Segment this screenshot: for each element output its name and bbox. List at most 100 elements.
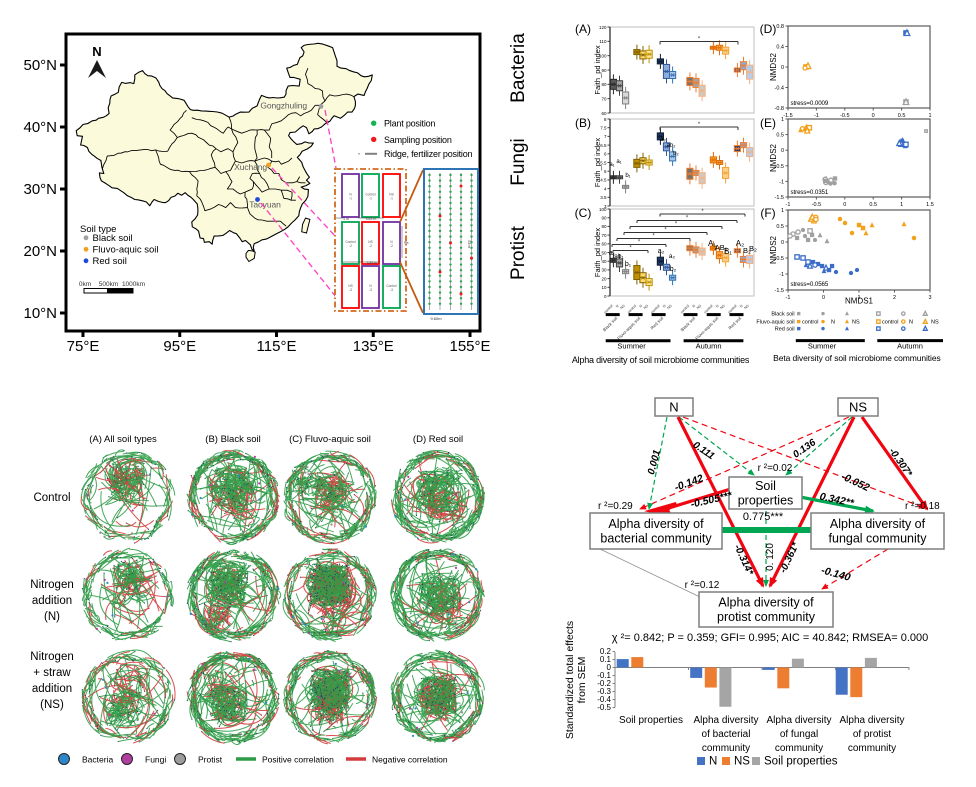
svg-text:*: * [652,234,655,240]
svg-text:(F): (F) [760,206,775,220]
svg-text:0: 0 [843,202,846,208]
svg-text:Control: Control [33,492,70,504]
svg-text:A₂: A₂ [736,239,744,248]
svg-text:0: 0 [781,65,784,71]
svg-text:control: control [650,304,661,315]
svg-text:0.1: 0.1 [600,655,612,664]
svg-text:-2: -2 [390,244,393,248]
svg-text:Standardized total effects: Standardized total effects [564,621,576,739]
svg-text:(B) Black soil: (B) Black soil [205,434,260,445]
svg-text:-0.052: -0.052 [839,471,871,495]
svg-text:A₁: A₁ [708,239,716,248]
svg-text:0: 0 [781,148,784,154]
svg-text:1: 1 [928,113,931,119]
svg-text:(A): (A) [575,22,591,36]
svg-text:NMDS2: NMDS2 [769,52,778,81]
svg-text:1: 1 [781,117,784,123]
svg-text:NS: NS [719,303,726,310]
svg-text:*: * [629,246,632,252]
svg-text:properties: properties [738,494,794,508]
svg-text:community: community [775,743,823,754]
svg-text:Red soil: Red soil [775,327,795,333]
svg-text:135°E: 135°E [353,338,394,355]
svg-text:0.342**: 0.342** [819,491,856,510]
svg-text:-1: -1 [369,197,372,201]
svg-text:control: control [802,320,819,326]
svg-text:NS: NS [852,320,860,326]
svg-text:3.85 m: 3.85 m [367,261,378,265]
svg-text:Black soil: Black soil [93,233,133,244]
svg-text:N: N [662,304,667,309]
svg-text:ab₂: ab₂ [666,143,676,149]
svg-text:1000km: 1000km [122,281,145,288]
svg-text:Nitrogen: Nitrogen [30,579,73,591]
svg-text:control: control [627,304,638,315]
svg-text:0.5: 0.5 [869,202,877,208]
svg-text:-2: -2 [369,244,372,248]
svg-text:Faith_pd index: Faith_pd index [593,138,602,187]
svg-text:control: control [680,304,691,315]
svg-text:3: 3 [928,295,931,301]
svg-text:Nitrogen: Nitrogen [30,651,73,663]
svg-text:-0.307*: -0.307* [886,446,914,480]
svg-text:N: N [831,320,835,326]
svg-text:1: 1 [857,295,860,301]
svg-text:-0.4: -0.4 [597,695,611,704]
svg-text:70: 70 [601,233,607,238]
svg-text:Beta diversity of soil microbi: Beta diversity of soil microbiome commun… [773,353,940,363]
svg-text:Gongzhuling: Gongzhuling [260,101,307,111]
svg-text:a₁: a₁ [616,159,621,165]
svg-text:7: 7 [604,134,607,139]
svg-text:10°N: 10°N [23,305,57,322]
svg-text:6: 6 [604,152,607,157]
svg-text:3.8 m: 3.8 m [467,240,471,248]
svg-text:-0.5: -0.5 [812,202,821,208]
svg-text:*: * [664,228,667,234]
svg-text:+ straw: + straw [33,667,71,679]
svg-text:(N): (N) [44,611,60,623]
svg-text:100: 100 [599,207,607,212]
svg-text:Red soil: Red soil [727,316,742,331]
svg-text:110: 110 [599,39,607,44]
svg-text:Control: Control [345,240,356,244]
svg-text:b₂: b₂ [670,266,677,273]
svg-text:0.5: 0.5 [776,133,784,139]
svg-text:4: 4 [604,186,607,191]
svg-text:of protist: of protist [853,729,892,740]
svg-text:(B): (B) [575,116,591,130]
svg-text:-1: -1 [779,179,784,185]
svg-text:Red soil: Red soil [93,256,127,267]
svg-text:80: 80 [601,82,607,87]
svg-text:b₁: b₁ [625,173,630,179]
svg-text:Faith_pd index: Faith_pd index [593,45,602,94]
svg-text:Negative correlation: Negative correlation [372,755,448,765]
svg-text:155°E: 155°E [449,338,490,355]
svg-text:-1: -1 [786,295,791,301]
svg-text:*: * [675,222,678,228]
svg-text:NS: NS [389,193,393,197]
svg-text:N: N [349,193,352,197]
svg-text:χ ²= 0.842; P = 0.359; GFI= 0.: χ ²= 0.842; P = 0.359; GFI= 0.995; AIC =… [612,632,929,644]
svg-text:Alpha diversity: Alpha diversity [839,715,904,726]
svg-text:Black soil: Black soil [771,312,794,318]
svg-text:addition: addition [32,595,72,607]
svg-text:Positive correlation: Positive correlation [262,755,334,765]
svg-text:30°N: 30°N [23,181,57,198]
svg-text:*: * [698,122,701,128]
svg-text:NS: NS [743,303,750,310]
svg-text:b₂: b₂ [673,151,679,157]
svg-text:60: 60 [601,242,607,247]
svg-text:-0.2: -0.2 [597,679,611,688]
svg-text:Alpha diversity of: Alpha diversity of [608,517,704,531]
svg-text:N: N [739,304,744,309]
svg-text:1 m: 1 m [343,217,349,221]
svg-text:control: control [882,320,899,326]
svg-text:addition: addition [32,683,72,695]
svg-text:9m: 9m [404,241,409,245]
svg-text:Plant position: Plant position [384,119,435,129]
svg-text:N: N [92,44,101,59]
svg-text:(D): (D) [760,22,777,36]
svg-text:NS: NS [734,756,750,768]
svg-text:Fluvo-aquic soil: Fluvo-aquic soil [616,316,641,341]
svg-text:Soil type: Soil type [80,224,116,235]
